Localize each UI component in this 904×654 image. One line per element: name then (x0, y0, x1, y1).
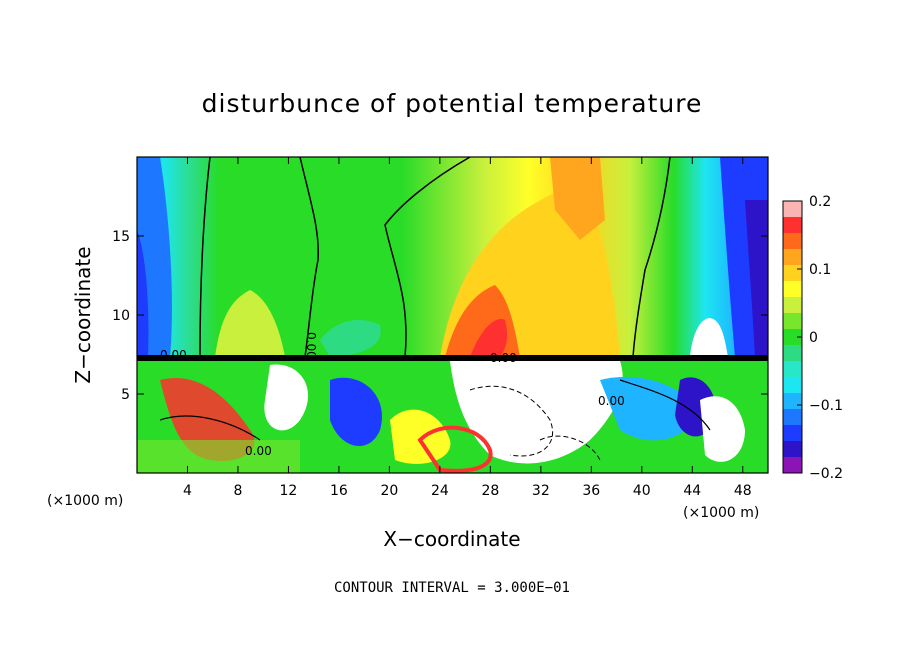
blue-swirl (330, 377, 382, 447)
green-bottom (137, 440, 300, 473)
x-tick-label: 8 (233, 483, 242, 499)
colorbar: 0.2 0.1 0 −0.1 −0.2 (782, 194, 843, 482)
y-tick-label: 5 (121, 387, 130, 403)
colorbar-swatch (783, 233, 802, 250)
colorbar-swatch (783, 249, 802, 266)
white-dome (690, 318, 728, 357)
contour-label: 0.00 (304, 332, 318, 359)
zero-contour (199, 157, 211, 358)
x-tick-label: 44 (683, 483, 701, 499)
contour-label: 0.00 (245, 444, 272, 458)
x-axis: 4 8 12 16 20 24 28 32 36 40 44 48 (183, 157, 752, 499)
colorbar-swatch (783, 409, 802, 426)
colorbar-swatch (783, 217, 802, 234)
x-tick-label: 48 (734, 483, 752, 499)
x-unit-right: (×1000 m) (683, 505, 759, 521)
chart-title: disturbunce of potential temperature (202, 89, 703, 118)
cold-right-2 (745, 200, 768, 357)
colorbar-swatch (783, 329, 802, 346)
cold-left-2 (137, 230, 149, 357)
red-ring (417, 425, 493, 473)
colorbar-swatch (783, 281, 802, 298)
y-axis-label: Z−coordinate (71, 246, 95, 383)
contour-label: 0.00 (598, 394, 625, 408)
colorbar-swatch (783, 297, 802, 314)
dashed-contour (469, 385, 554, 457)
x-unit-left: (×1000 m) (47, 493, 123, 509)
plot-area: 0.00 0.00 0.00 0.00 0.00 (137, 157, 768, 473)
colorbar-swatch (783, 441, 802, 458)
white-right (700, 396, 745, 462)
colorbar-swatch (783, 313, 802, 330)
colorbar-tick-label: 0.1 (809, 262, 831, 278)
colorbar-swatch (783, 457, 802, 474)
zero-contour (384, 157, 471, 358)
x-tick-label: 36 (582, 483, 600, 499)
y-tick-label: 15 (112, 229, 130, 245)
x-axis-label: X−coordinate (383, 527, 520, 551)
x-tick-label: 28 (481, 483, 499, 499)
solid-contour (619, 379, 711, 431)
white-swirl (264, 364, 309, 431)
warm-core-2 (470, 319, 508, 357)
dashed-contour (539, 435, 601, 461)
solid-contour (159, 415, 261, 441)
x-tick-label: 16 (330, 483, 348, 499)
cyan-swirl (600, 376, 700, 441)
y-tick-label: 10 (112, 308, 130, 324)
x-tick-label: 4 (183, 483, 192, 499)
colorbar-swatch (783, 265, 802, 282)
x-tick-label: 12 (280, 483, 298, 499)
colorbar-swatch (783, 393, 802, 410)
x-tick-label: 32 (532, 483, 550, 499)
x-tick-label: 40 (633, 483, 651, 499)
white-patch (450, 361, 623, 464)
zero-contour (299, 157, 320, 358)
x-tick-label: 20 (380, 483, 398, 499)
colorbar-swatch (783, 361, 802, 378)
orange-patch (550, 157, 605, 240)
inversion-layer (137, 355, 768, 361)
colorbar-swatch (783, 345, 802, 362)
yellow-left (215, 290, 285, 357)
zero-contour (632, 157, 671, 358)
colorbar-swatch (783, 425, 802, 442)
colorbar-tick-label: −0.1 (809, 398, 843, 414)
yellow-swirl (390, 409, 451, 464)
x-tick-label: 24 (431, 483, 449, 499)
colorbar-swatch (783, 201, 802, 218)
colorbar-tick-label: 0 (809, 330, 818, 346)
contour-label: 0.00 (490, 351, 517, 365)
contour-label: 0.00 (160, 348, 187, 362)
cyan-blob (320, 320, 381, 357)
colorbar-tick-label: −0.2 (809, 466, 843, 482)
colorbar-tick-label: 0.2 (809, 194, 831, 210)
colorbar-swatch (783, 377, 802, 394)
contour-interval-note: CONTOUR INTERVAL = 3.000E−01 (334, 580, 570, 596)
y-axis: 5 10 15 (112, 229, 768, 403)
